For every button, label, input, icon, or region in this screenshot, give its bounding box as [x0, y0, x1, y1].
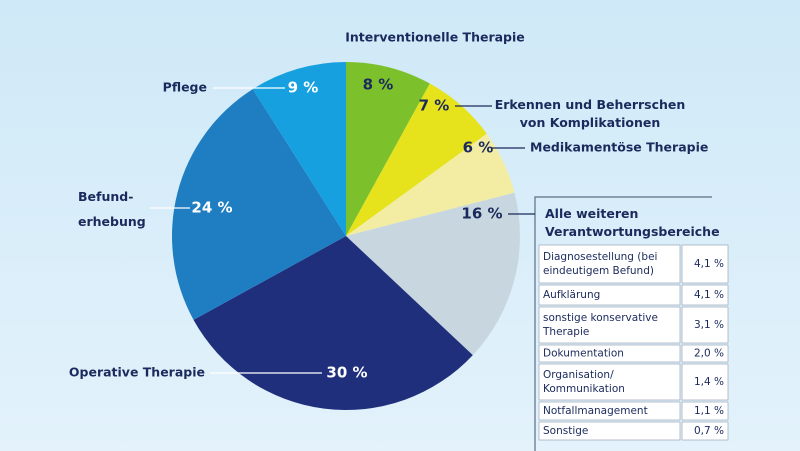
table-value: 4,1 %	[694, 289, 724, 301]
pie-slice	[346, 83, 487, 236]
table-value: 4,1 %	[694, 258, 724, 270]
value-label: 9 %	[288, 79, 319, 97]
table-label: Notfallmanagement	[543, 405, 648, 417]
table-cell	[681, 306, 729, 344]
value-label: 16 %	[461, 205, 502, 223]
category-label: Pflege	[163, 80, 207, 95]
table-label: Sonstige	[543, 425, 588, 437]
table-label: Organisation/Kommunikation	[543, 369, 625, 395]
value-label: 6 %	[463, 139, 494, 157]
table-value: 2,0 %	[694, 348, 724, 360]
category-label: Interventionelle Therapie	[345, 30, 525, 45]
table-row	[538, 284, 681, 306]
pie-slice	[252, 62, 346, 236]
table-label: Diagnosestellung (bei eindeutigem Befund)	[543, 251, 657, 277]
value-label: 30 %	[326, 364, 367, 382]
table-label: Dokumentation	[543, 348, 624, 360]
category-label: Erkennen und Beherrschen von Komplikation…	[495, 97, 686, 130]
table-row	[538, 401, 681, 421]
value-label: 24 %	[191, 199, 232, 217]
table-cell	[681, 401, 729, 421]
category-label: Alle weiteren Verantwortungsbereiche	[545, 206, 720, 239]
table-label: sonstige konservative Therapie	[542, 312, 658, 338]
table-cell	[681, 363, 729, 401]
category-label: Operative Therapie	[69, 365, 205, 380]
pie-slice	[193, 236, 473, 410]
table-value: 1,4 %	[694, 376, 724, 388]
table-row	[538, 244, 681, 284]
table-value: 3,1 %	[694, 319, 724, 331]
category-label: Befund-erhebung	[78, 189, 146, 229]
table-cell	[681, 344, 729, 363]
value-label: 8 %	[363, 76, 394, 94]
table-row	[538, 306, 681, 344]
table-value: 0,7 %	[694, 425, 724, 437]
pie-slice	[346, 62, 430, 236]
pie-slice	[346, 192, 520, 356]
table-row	[538, 421, 681, 441]
category-label: Medikamentöse Therapie	[530, 140, 708, 155]
pie-slice	[172, 89, 346, 320]
table-cell	[681, 244, 729, 284]
table-value: 1,1 %	[694, 405, 724, 417]
table-row	[538, 363, 681, 401]
table-label: Aufklärung	[543, 289, 600, 301]
table-row	[538, 344, 681, 363]
pie-slice	[346, 133, 515, 236]
table-frame	[534, 196, 712, 451]
table-cell	[681, 421, 729, 441]
table-cell	[681, 284, 729, 306]
value-label: 7 %	[419, 97, 450, 115]
